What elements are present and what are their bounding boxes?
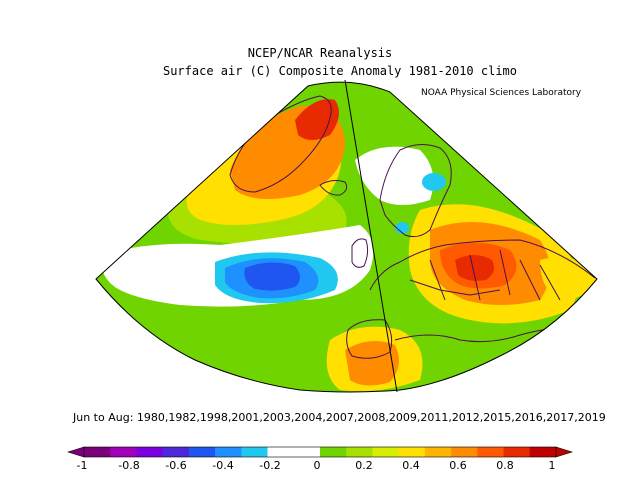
colorbar-cell (215, 447, 242, 457)
colorbar-labels: -1 -0.8 -0.6 -0.4 -0.2 0 0.2 0.4 0.6 0.8 1 (77, 459, 556, 472)
colorbar-cell (529, 447, 557, 457)
colorbar-tick-label: 0 (314, 459, 321, 472)
borders-europe (409, 249, 561, 301)
colorbar-cell (267, 447, 295, 457)
colorbar-cell (346, 447, 373, 457)
composite-years: Jun to Aug: 1980,1982,1998,2001,2003,200… (73, 411, 606, 424)
map-title: NCEP/NCAR Reanalysis (247, 46, 393, 60)
field-hot-core-europe (455, 255, 494, 281)
coast-iceland (319, 180, 348, 196)
colorbar-arrow-low (66, 446, 85, 458)
colorbar-tick-label: 0.6 (449, 459, 467, 472)
field-cold-core (244, 262, 300, 291)
credit-label: NOAA Physical Sciences Laboratory (421, 88, 582, 98)
field-red-greenland (295, 99, 339, 140)
colorbar-cells (66, 446, 574, 458)
coast-europe (369, 239, 596, 291)
colorbar-cell (451, 447, 478, 457)
coast-uk (351, 238, 369, 268)
colorbar-cell (188, 447, 216, 457)
colorbar-cell (162, 447, 190, 457)
colorbar-tick-label: 1 (549, 459, 556, 472)
map-subtitle: Surface air (C) Composite Anomaly 1981-2… (162, 64, 517, 78)
colorbar-cell (84, 447, 111, 457)
colorbar-tick-label: 0.4 (402, 459, 420, 472)
colorbar-cell (136, 447, 163, 457)
colorbar-tick-label: -0.6 (165, 459, 186, 472)
colorbar-tick-label: -0.8 (118, 459, 139, 472)
colorbar-cell (503, 447, 531, 457)
coast-scandinavia (379, 144, 452, 238)
colorbar-cell (110, 447, 137, 457)
colorbar-tick-label: 0.8 (496, 459, 514, 472)
meridian-line (344, 79, 398, 393)
colorbar-tick-label: -0.2 (259, 459, 280, 472)
colorbar-tick-label: -0.4 (212, 459, 233, 472)
colorbar-tick-label: 0.2 (355, 459, 373, 472)
field-orange-iberia (345, 341, 399, 386)
colorbar-cell (293, 447, 321, 457)
field-cool-baltic (422, 173, 446, 191)
colorbar-cell (477, 447, 504, 457)
colorbar-cell (398, 447, 426, 457)
colorbar-cell (372, 447, 399, 457)
colorbar-cell (424, 447, 452, 457)
colorbar-cell (241, 447, 268, 457)
colorbar-frame (83, 446, 557, 458)
colorbar-tick-label: -1 (77, 459, 88, 472)
colorbar-cell (320, 447, 347, 457)
colorbar-arrow-high (555, 446, 574, 458)
map-frame (95, 81, 598, 393)
field-white-north (355, 146, 434, 205)
field-cool-norway (395, 222, 409, 234)
